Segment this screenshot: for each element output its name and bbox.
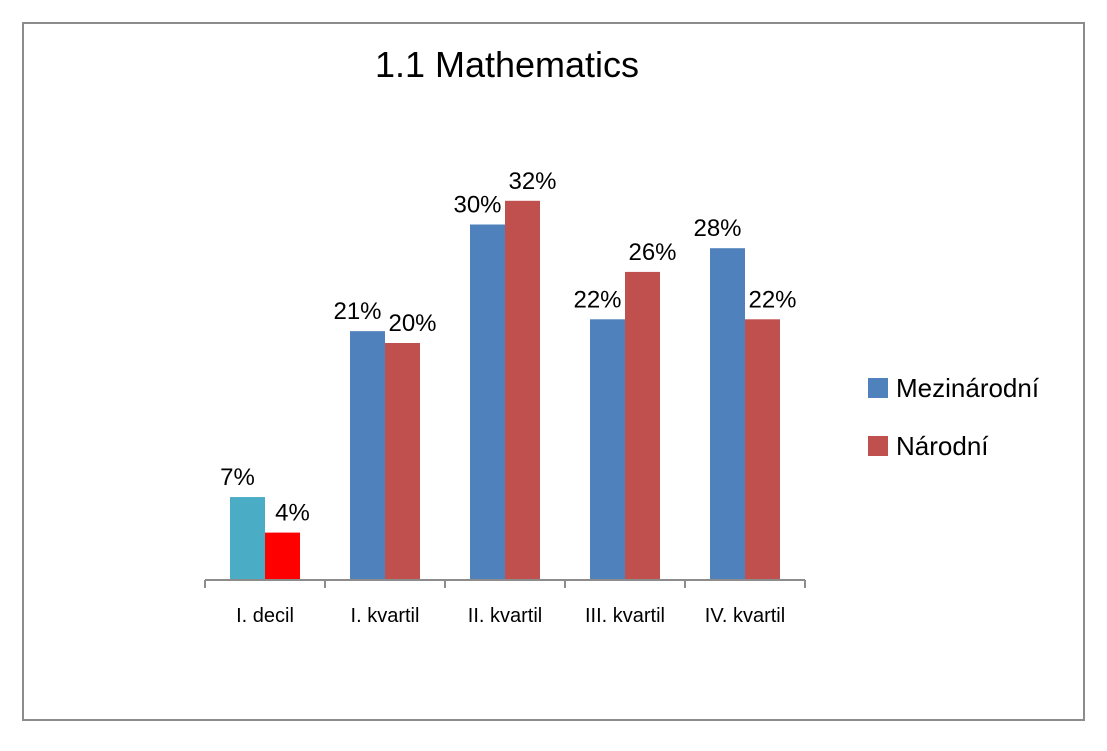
data-label-narodni-ii-kvartil: 32% <box>508 168 556 195</box>
data-label-mezinarodni-iii-kvartil: 22% <box>573 286 621 313</box>
legend-swatch-mezinarodni <box>868 378 888 398</box>
legend-swatch-narodni <box>868 436 888 456</box>
bar-mezinarodni-iv-kvartil <box>710 248 745 580</box>
bar-narodni-i-decil <box>265 532 300 580</box>
bar-mezinarodni-iii-kvartil <box>590 319 625 580</box>
data-label-narodni-i-kvartil: 20% <box>388 310 436 337</box>
x-tick-label-ii-kvartil: II. kvartil <box>468 605 542 627</box>
bar-narodni-ii-kvartil <box>505 200 540 581</box>
legend-label-narodni: Národní <box>896 430 989 461</box>
x-tick-label-iii-kvartil: III. kvartil <box>585 605 665 627</box>
bar-narodni-i-kvartil <box>385 343 420 580</box>
data-label-mezinarodni-i-decil: 7% <box>220 464 255 491</box>
legend-label-mezinarodni: Mezinárodní <box>896 372 1040 403</box>
chart-title: 1.1 Mathematics <box>374 44 640 85</box>
bar-narodni-iii-kvartil <box>625 271 660 580</box>
data-label-narodni-iii-kvartil: 26% <box>628 239 676 266</box>
bar-mezinarodni-i-decil <box>230 497 265 580</box>
bar-mezinarodni-ii-kvartil <box>470 224 505 580</box>
bar-mezinarodni-i-kvartil <box>350 331 385 580</box>
data-label-mezinarodni-ii-kvartil: 30% <box>453 192 501 219</box>
legend-item-narodni: Národní <box>868 426 1039 466</box>
x-tick-label-i-kvartil: I. kvartil <box>351 605 420 627</box>
legend: Mezinárodní Národní <box>868 368 1039 484</box>
data-label-narodni-iv-kvartil: 22% <box>748 286 796 313</box>
data-label-mezinarodni-iv-kvartil: 28% <box>693 215 741 242</box>
bar-narodni-iv-kvartil <box>745 319 780 580</box>
data-label-mezinarodni-i-kvartil: 21% <box>333 298 381 325</box>
data-label-narodni-i-decil: 4% <box>275 500 310 527</box>
x-tick-label-iv-kvartil: IV. kvartil <box>705 605 785 627</box>
chart-frame <box>22 22 1085 721</box>
x-tick-label-i-decil: I. decil <box>236 605 294 627</box>
legend-item-mezinarodni: Mezinárodní <box>868 368 1039 408</box>
